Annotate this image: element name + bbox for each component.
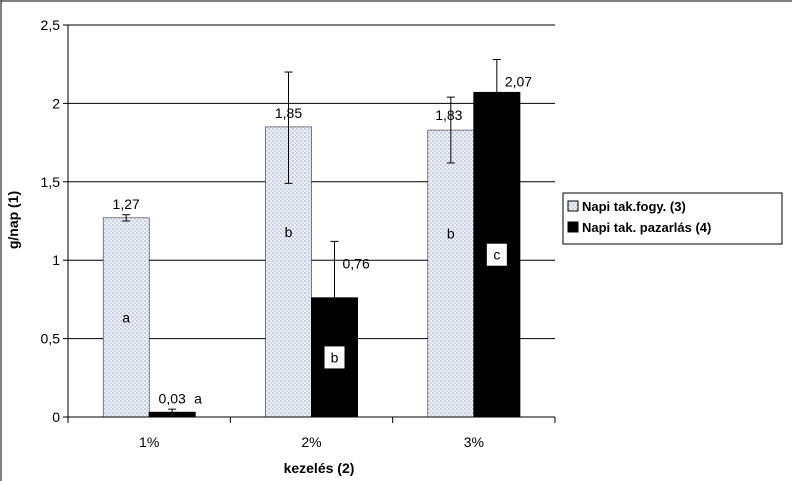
data-label: 0,03 bbox=[159, 390, 186, 406]
y-axis-title: g/nap (1) bbox=[5, 191, 21, 249]
significance-letter: a bbox=[194, 390, 202, 406]
y-tick-labels: 0 0,5 1 1,5 2 2,5 bbox=[41, 17, 61, 425]
data-label: 1,83 bbox=[435, 107, 462, 123]
x-tick-labels: 1% 2% 3% bbox=[139, 434, 484, 450]
y-tick-label: 2 bbox=[52, 95, 60, 111]
legend-swatch-waste bbox=[567, 221, 579, 233]
legend-box bbox=[562, 192, 783, 245]
y-tick-label: 2,5 bbox=[41, 17, 61, 33]
data-label: 0,76 bbox=[343, 255, 370, 271]
bars bbox=[102, 91, 521, 418]
y-tick-label: 0,5 bbox=[41, 331, 61, 347]
significance-letter: a bbox=[122, 309, 130, 325]
legend-swatch-consumption bbox=[567, 200, 579, 212]
significance-letter-box bbox=[486, 243, 507, 266]
data-label: 1,85 bbox=[275, 105, 302, 121]
x-tick-label: 3% bbox=[464, 434, 484, 450]
significance-letters: a b b a b c bbox=[122, 224, 507, 406]
legend-label: Napi tak.fogy. (3) bbox=[582, 199, 686, 214]
data-label: 2,07 bbox=[505, 73, 532, 89]
significance-letter: b bbox=[331, 349, 339, 365]
y-tick-label: 1,5 bbox=[41, 174, 61, 190]
error-bars bbox=[122, 58, 501, 416]
legend: Napi tak.fogy. (3) Napi tak. pazarlás (4) bbox=[562, 192, 783, 245]
x-tick-label: 1% bbox=[139, 434, 159, 450]
significance-letter-box bbox=[324, 346, 345, 369]
legend-label: Napi tak. pazarlás (4) bbox=[582, 220, 711, 235]
x-tick-label: 2% bbox=[301, 434, 321, 450]
significance-letter: c bbox=[493, 247, 500, 263]
x-axis-title: kezelés (2) bbox=[284, 460, 355, 476]
y-tick-label: 0 bbox=[52, 409, 60, 425]
y-tick-label: 1 bbox=[52, 252, 60, 268]
bar-consumption bbox=[427, 129, 475, 418]
significance-letter: b bbox=[285, 224, 293, 240]
data-labels: 1,27 1,85 1,83 0,03 0,76 2,07 bbox=[113, 73, 533, 406]
axes bbox=[63, 24, 556, 423]
data-label: 1,27 bbox=[113, 196, 140, 212]
significance-letter: b bbox=[447, 226, 455, 242]
